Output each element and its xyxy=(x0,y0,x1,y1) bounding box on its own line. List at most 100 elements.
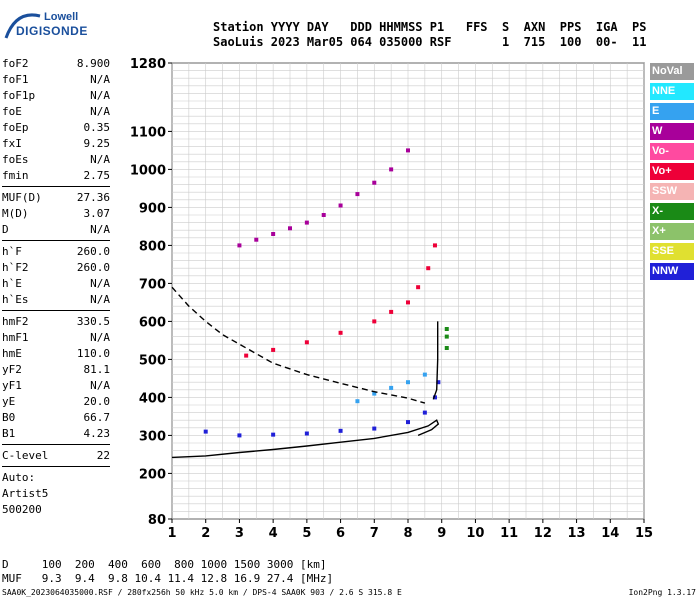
param-row: foEs N/A xyxy=(2,152,110,168)
param-key: C-level xyxy=(2,449,49,462)
echo-point xyxy=(444,346,449,350)
param-key: h`E xyxy=(2,277,22,290)
y-tick-label: 80 xyxy=(148,513,166,528)
param-row: foE N/A xyxy=(2,104,110,120)
profile-curve xyxy=(171,286,426,404)
echo-point xyxy=(426,266,431,271)
echo-point xyxy=(406,148,410,153)
x-tick-label: 10 xyxy=(466,526,484,541)
echo-point xyxy=(254,237,259,242)
x-tick-label: 13 xyxy=(568,526,586,541)
x-tick-label: 3 xyxy=(235,526,244,541)
param-value: 22 xyxy=(96,449,110,462)
echo-point xyxy=(422,372,427,377)
param-value: 330.5 xyxy=(76,315,110,328)
param-value: 4.23 xyxy=(83,427,111,440)
d-muf-table: D 100 200 400 600 800 1000 1500 3000 [km… xyxy=(2,558,333,586)
echo-point xyxy=(372,180,377,185)
param-value: 0.35 xyxy=(83,121,111,134)
param-key: h`F2 xyxy=(2,261,29,274)
param-key: foF1p xyxy=(2,89,36,102)
echo-point xyxy=(389,309,394,314)
param-row: h`F2 260.0 xyxy=(2,260,110,276)
param-row: foF1p N/A xyxy=(2,88,110,104)
param-key: yF2 xyxy=(2,363,22,376)
echo-point xyxy=(372,426,377,431)
param-value: N/A xyxy=(90,223,110,236)
profile-curve xyxy=(171,419,440,459)
x-tick-label: 8 xyxy=(403,526,412,541)
param-row: M(D) 3.07 xyxy=(2,206,110,222)
param-value: 260.0 xyxy=(76,245,110,258)
x-tick-label: 1 xyxy=(167,526,176,541)
param-key: B1 xyxy=(2,427,16,440)
echo-point xyxy=(372,391,377,396)
param-value: N/A xyxy=(90,277,110,290)
echo-point xyxy=(372,319,377,324)
param-key: M(D) xyxy=(2,207,29,220)
param-key: foEs xyxy=(2,153,29,166)
echo-point xyxy=(244,353,249,358)
y-tick-label: 700 xyxy=(139,277,166,292)
param-row: D N/A xyxy=(2,222,110,238)
separator xyxy=(2,310,110,311)
param-row: hmF1 N/A xyxy=(2,330,110,346)
echo-point xyxy=(338,330,343,335)
legend-item: E xyxy=(650,103,694,120)
param-key: foF2 xyxy=(2,57,29,70)
echo-point xyxy=(444,334,449,339)
separator xyxy=(2,466,110,467)
x-tick-label: 7 xyxy=(370,526,379,541)
lowell-digisonde-logo: Lowell DIGISONDE xyxy=(4,8,124,48)
param-row: foEp 0.35 xyxy=(2,120,110,136)
param-key: hmE xyxy=(2,347,22,360)
param-value: 9.25 xyxy=(83,137,111,150)
echo-point xyxy=(406,380,410,385)
x-tick-label: 2 xyxy=(201,526,210,541)
x-tick-label: 11 xyxy=(500,526,518,541)
echo-point xyxy=(203,429,208,434)
param-value: 3.07 xyxy=(83,207,111,220)
station-header: Station YYYY DAY DDD HHMMSS P1 FFS S AXN… xyxy=(213,20,646,50)
param-row: MUF(D) 27.36 xyxy=(2,190,110,206)
param-value: N/A xyxy=(90,73,110,86)
param-key: B0 xyxy=(2,411,16,424)
param-key: h`F xyxy=(2,245,22,258)
auto-artist: Artist5 xyxy=(2,487,49,500)
legend-item: NoVal xyxy=(650,63,694,80)
param-row: B0 66.7 xyxy=(2,410,110,426)
legend-item: W xyxy=(650,123,694,140)
param-value: 20.0 xyxy=(83,395,111,408)
echo-point xyxy=(271,432,276,437)
param-row: fmin 2.75 xyxy=(2,168,110,184)
param-key: MUF(D) xyxy=(2,191,42,204)
echo-point xyxy=(389,167,394,172)
echo-point xyxy=(237,433,242,438)
echo-point xyxy=(406,300,410,305)
legend-item: SSE xyxy=(650,243,694,260)
header-line-1: Station YYYY DAY DDD HHMMSS P1 FFS S AXN… xyxy=(213,20,647,34)
x-tick-label: 12 xyxy=(534,526,552,541)
param-value: 81.1 xyxy=(83,363,111,376)
echo-point xyxy=(304,220,309,225)
legend-item: NNE xyxy=(650,83,694,100)
x-tick-label: 9 xyxy=(437,526,446,541)
param-key: foEp xyxy=(2,121,29,134)
y-tick-label: 1280 xyxy=(130,57,166,72)
param-key: hmF1 xyxy=(2,331,29,344)
legend-item: X+ xyxy=(650,223,694,240)
auto-label: Auto: xyxy=(2,471,36,484)
separator xyxy=(2,240,110,241)
legend: NoVal NNE E W Vo- Vo+ SSW X- X+ SSE NNW xyxy=(650,63,694,283)
separator xyxy=(2,444,110,445)
legend-item: Vo+ xyxy=(650,163,694,180)
param-key: hmF2 xyxy=(2,315,29,328)
echo-point xyxy=(288,226,292,231)
param-key: yE xyxy=(2,395,16,408)
echo-point xyxy=(406,420,410,425)
param-row: C-level 22 xyxy=(2,448,110,464)
x-tick-label: 6 xyxy=(336,526,345,541)
param-value: N/A xyxy=(90,89,110,102)
x-tick-label: 5 xyxy=(302,526,311,541)
